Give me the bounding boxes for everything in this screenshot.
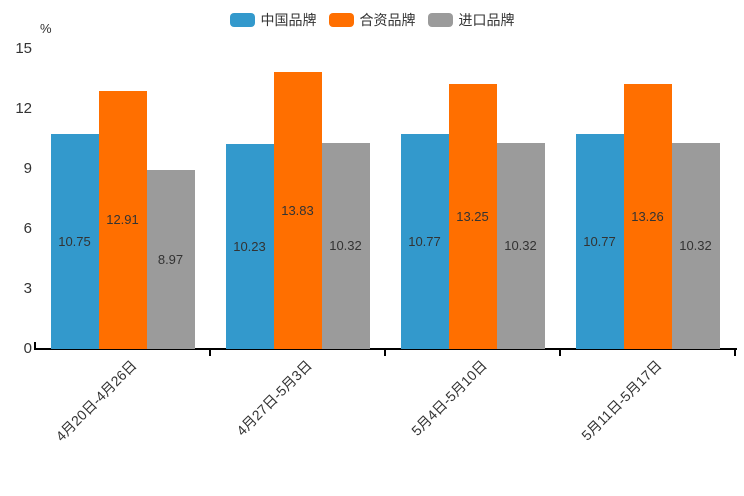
x-axis-tick <box>384 350 386 356</box>
bar-value-label: 10.23 <box>233 239 266 255</box>
bar[interactable]: 8.97 <box>146 169 195 349</box>
y-axis-tick-label: 15 <box>15 40 32 57</box>
legend-swatch-joint-venture-brand-icon <box>328 13 354 27</box>
bar-value-label: 13.25 <box>456 209 489 224</box>
bar-value-label: 10.32 <box>329 238 362 254</box>
bar-value-label: 12.91 <box>106 212 139 228</box>
bar-value-label: 8.97 <box>157 251 184 267</box>
bar[interactable]: 13.25 <box>448 84 497 349</box>
bar-value-label: 10.32 <box>504 238 537 254</box>
legend-label: 中国品牌 <box>260 12 317 28</box>
bar[interactable]: 12.91 <box>98 90 147 349</box>
legend-item-import-brand[interactable]: 进口品牌 <box>427 10 515 30</box>
x-axis-tick <box>559 350 561 356</box>
x-axis-tick <box>209 350 211 356</box>
y-axis-tick-label: 9 <box>23 160 32 177</box>
legend-swatch-import-brand-icon <box>427 13 453 27</box>
x-axis-category-label: 5月11日-5月17日 <box>578 357 665 444</box>
legend-swatch-china-brand-icon <box>229 13 255 27</box>
bar[interactable]: 10.23 <box>225 144 274 349</box>
bar[interactable]: 10.32 <box>671 142 720 349</box>
bar[interactable]: 13.83 <box>273 72 322 349</box>
x-axis-category-label: 5月4日-5月10日 <box>408 357 490 439</box>
y-axis-tick-label: 3 <box>23 280 32 297</box>
x-axis-category-label: 4月27日-5月3日 <box>233 357 315 439</box>
legend-label: 合资品牌 <box>359 12 416 28</box>
y-axis-tick-label: 0 <box>23 340 32 357</box>
legend-item-china-brand[interactable]: 中国品牌 <box>229 10 317 30</box>
legend-item-joint-venture-brand[interactable]: 合资品牌 <box>328 10 416 30</box>
legend: 中国品牌 合资品牌 进口品牌 <box>0 10 744 30</box>
bar[interactable]: 10.75 <box>50 134 99 349</box>
x-axis-category-label: 4月20日-4月26日 <box>52 357 140 445</box>
bar[interactable]: 13.26 <box>623 83 672 349</box>
bar-value-label: 13.83 <box>281 203 314 219</box>
bar[interactable]: 10.32 <box>321 142 370 349</box>
x-axis-tick <box>734 350 736 356</box>
bar[interactable]: 10.32 <box>496 142 545 349</box>
bar[interactable]: 10.77 <box>575 133 624 349</box>
bar[interactable]: 10.77 <box>400 133 449 349</box>
legend-label: 进口品牌 <box>458 12 515 28</box>
y-axis-tick-label: 12 <box>15 100 32 117</box>
x-axis-left-end-tick <box>34 342 36 349</box>
x-axis-line <box>34 348 737 350</box>
y-axis-tick-label: 6 <box>23 220 32 237</box>
bar-value-label: 10.32 <box>679 238 712 254</box>
bar-value-label: 13.26 <box>631 208 664 224</box>
bar-value-label: 10.77 <box>408 233 441 249</box>
y-axis-unit-label: % <box>40 21 52 36</box>
bar-value-label: 10.77 <box>583 233 616 249</box>
bar-value-label: 10.75 <box>58 234 91 249</box>
